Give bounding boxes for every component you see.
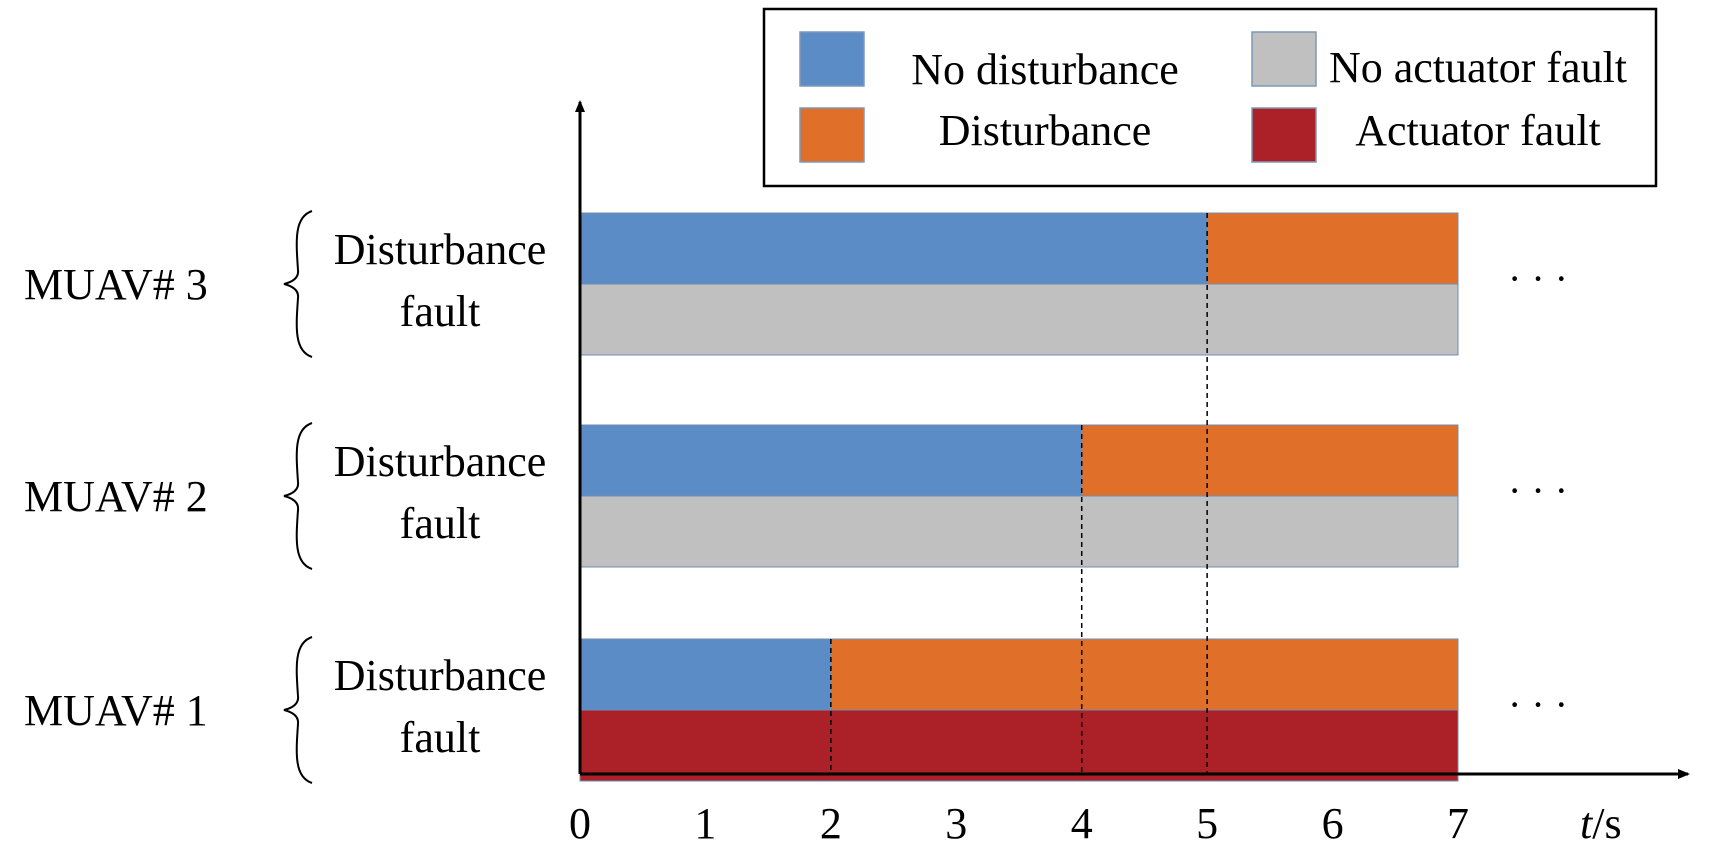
- disturbance-bar-segment: [579, 638, 832, 711]
- disturbance-bar-segment: [830, 638, 1459, 711]
- legend-label-disturbance: Disturbance: [939, 106, 1152, 155]
- row-label-fault: fault: [400, 499, 481, 548]
- legend-swatch-disturbance: [799, 107, 865, 163]
- x-tick-label: 2: [820, 799, 842, 848]
- legend-box: [762, 7, 1658, 188]
- curly-brace: [283, 422, 313, 570]
- curly-brace: [283, 210, 313, 358]
- x-tick-label: 1: [694, 799, 716, 848]
- disturbance-bar-segment: [1081, 424, 1459, 497]
- agent-row: [579, 212, 1459, 356]
- continuation-dots: · · ·: [1508, 256, 1568, 301]
- row-label-disturbance: Disturbance: [334, 651, 547, 700]
- row-label-fault: fault: [400, 287, 481, 336]
- legend-label-actuator-fault: Actuator fault: [1355, 106, 1601, 155]
- fault-bar-segment: [579, 709, 1459, 782]
- legend-label-no-disturbance: No disturbance: [911, 45, 1179, 94]
- row-label-fault: fault: [400, 713, 481, 762]
- row-label-disturbance: Disturbance: [334, 225, 547, 274]
- legend-label-no-actuator-fault: No actuator fault: [1329, 43, 1627, 92]
- legend-swatch-actuator-fault: [1251, 107, 1317, 163]
- agent-row: [579, 424, 1459, 568]
- x-tick-label: 6: [1322, 799, 1344, 848]
- fault-bar-segment: [579, 495, 1459, 568]
- disturbance-bar-segment: [579, 212, 1208, 285]
- continuation-dots: · · ·: [1508, 468, 1568, 513]
- axes-layer: [575, 100, 1690, 779]
- agent-name-label: MUAV# 3: [24, 260, 208, 309]
- legend: No disturbance No actuator fault Disturban…: [762, 7, 1658, 188]
- fault-bar-segment: [579, 283, 1459, 356]
- x-tick-label: 7: [1447, 799, 1469, 848]
- legend-swatch-no-disturbance: [799, 31, 865, 87]
- x-axis-unit-label: t/s: [1580, 799, 1622, 848]
- event-lines-layer: [830, 213, 1208, 774]
- row-label-disturbance: Disturbance: [334, 437, 547, 486]
- bars-layer: [579, 212, 1459, 782]
- agent-row: [579, 638, 1459, 782]
- continuation-dots: · · ·: [1508, 682, 1568, 727]
- labels-layer: 0 1 2 3 4 5 6 7 t/s MUAV# 3 Disturbance fault · · · M…: [24, 210, 1622, 848]
- legend-swatch-no-actuator-fault: [1251, 31, 1317, 87]
- agent-name-label: MUAV# 2: [24, 472, 208, 521]
- x-tick-label: 4: [1071, 799, 1093, 848]
- x-tick-label: 3: [945, 799, 967, 848]
- x-tick-label: 0: [569, 799, 591, 848]
- disturbance-bar-segment: [1206, 212, 1459, 285]
- disturbance-bar-segment: [579, 424, 1083, 497]
- x-tick-label: 5: [1196, 799, 1218, 848]
- agent-name-label: MUAV# 1: [24, 686, 208, 735]
- curly-brace: [283, 636, 313, 784]
